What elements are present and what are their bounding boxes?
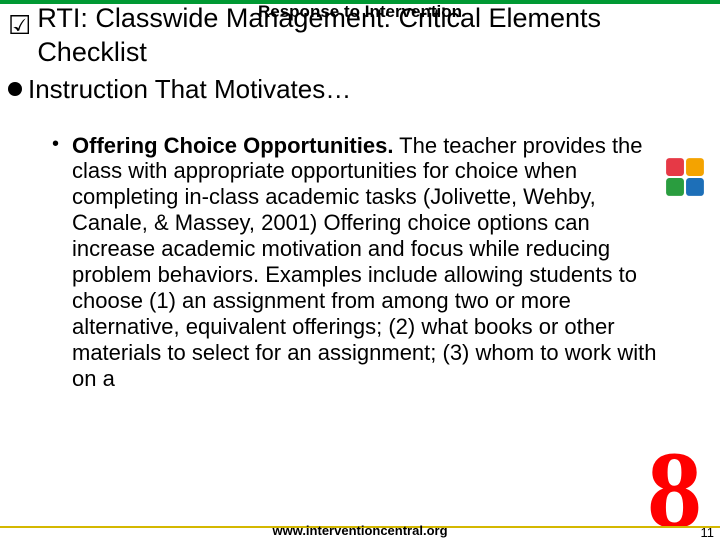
puzzle-piece-d [686, 178, 704, 196]
puzzle-icon [664, 156, 706, 198]
subtitle-row: Instruction That Motivates… [0, 74, 720, 105]
footer-url: www.interventioncentral.org [0, 523, 720, 538]
body-block: • Offering Choice Opportunities. The tea… [0, 105, 720, 393]
title-row: ☑ RTI: Classwide Management: Critical El… [0, 2, 720, 70]
subtitle: Instruction That Motivates… [28, 74, 351, 105]
bullet-dot-icon [8, 82, 22, 96]
body-text: Offering Choice Opportunities. The teach… [72, 133, 664, 393]
body-rest: The teacher provides the class with appr… [72, 133, 656, 392]
body-lead: Offering Choice Opportunities. [72, 133, 393, 158]
puzzle-piece-b [686, 158, 704, 176]
page-number: 11 [701, 525, 715, 540]
page-title: RTI: Classwide Management: Critical Elem… [37, 2, 712, 70]
puzzle-piece-c [666, 178, 684, 196]
checkbox-icon: ☑ [8, 12, 31, 38]
slide-number-large: 8 [647, 446, 702, 534]
bullet-icon: • [52, 133, 59, 156]
puzzle-piece-a [666, 158, 684, 176]
